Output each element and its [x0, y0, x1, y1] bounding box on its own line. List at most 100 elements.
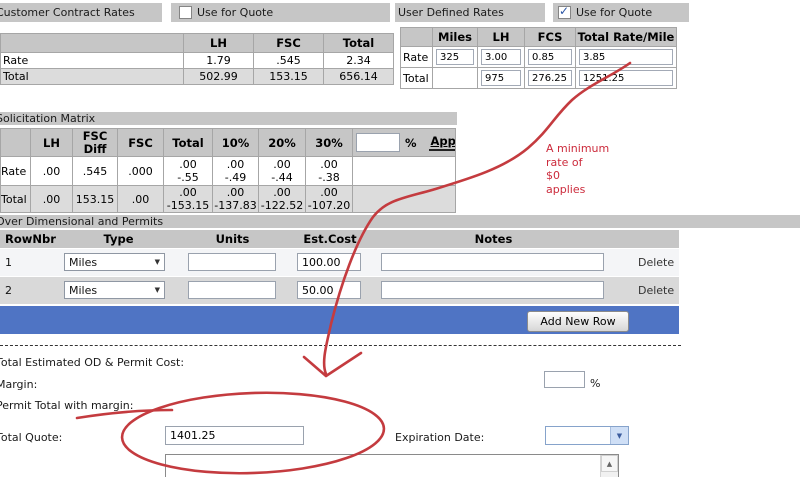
cust-total-total: 656.14: [323, 68, 394, 85]
od-row-number: 2: [5, 284, 12, 297]
row-label: Rate: [0, 156, 31, 186]
user-use-quote-bar: Use for Quote: [553, 3, 689, 22]
expiration-date-label: Expiration Date:: [395, 431, 485, 444]
total-quote-label: Total Quote:: [0, 431, 63, 444]
od-type-select[interactable]: Miles ▼: [64, 253, 165, 271]
col-fsc-diff: FSC Diff: [72, 128, 118, 157]
customer-rates-table: LH FSC Total Rate 1.79 .545 2.34 Total 5…: [0, 33, 394, 85]
row-label: Total: [0, 68, 184, 85]
customer-use-quote-bar: Use for Quote: [171, 3, 390, 22]
od-notes-input[interactable]: [381, 253, 604, 271]
expiration-date-select[interactable]: ▼: [545, 426, 629, 445]
matrix-rate-30: .00 -.38: [305, 156, 353, 186]
red-note-text: A minimum rate of $0 applies: [546, 142, 610, 196]
blank-header-cell: [0, 33, 184, 53]
col-estcost: Est.Cost: [303, 232, 357, 246]
od-delete-link[interactable]: Delete: [638, 284, 675, 297]
col-lh: LH: [477, 27, 525, 47]
user-rate-total-input[interactable]: [579, 49, 673, 65]
margin-input[interactable]: [544, 371, 585, 388]
col-30pct: 30%: [305, 128, 353, 157]
od-footer-bar: Add New Row: [0, 306, 679, 334]
scroll-up-button[interactable]: ▲: [601, 455, 618, 472]
empty-cell: [432, 67, 478, 89]
od-row-number: 1: [5, 256, 12, 269]
solicitation-matrix-table: LH FSC Diff FSC Total 10% 20% 30% % Appl…: [0, 128, 456, 213]
col-lh: LH: [30, 128, 73, 157]
total-quote-input[interactable]: [165, 426, 304, 445]
matrix-rate-lh: .00: [30, 156, 73, 186]
red-arrowhead: [302, 351, 363, 378]
col-fcs: FCS: [524, 27, 576, 47]
matrix-total-30: .00 -107.20: [305, 185, 353, 213]
blank-header-cell: [0, 128, 31, 157]
od-units-input[interactable]: [188, 281, 276, 299]
matrix-total-20: .00 -122.52: [258, 185, 306, 213]
matrix-total-lh: .00: [30, 185, 73, 213]
user-total-total-input[interactable]: [579, 70, 673, 86]
arrow-up-icon: ▲: [606, 459, 613, 468]
matrix-rate-total: .00 -.55: [163, 156, 213, 186]
od-permits-header: Over Dimensional and Permits: [0, 215, 800, 228]
od-cost-input[interactable]: [297, 253, 361, 271]
chevron-down-icon: ▼: [610, 427, 628, 444]
customer-rates-header: Customer Contract Rates: [0, 3, 162, 22]
matrix-percent-input[interactable]: [356, 133, 400, 152]
cust-total-fsc: 153.15: [253, 68, 324, 85]
add-new-row-button[interactable]: Add New Row: [527, 311, 629, 332]
user-rates-table: Miles LH FCS Total Rate/Mile Rate Total: [400, 27, 677, 89]
col-notes: Notes: [474, 232, 513, 246]
od-notes-input[interactable]: [381, 281, 604, 299]
blank-header-cell: [400, 27, 433, 47]
matrix-rate-20: .00 -.44: [258, 156, 306, 186]
od-type-select[interactable]: Miles ▼: [64, 281, 165, 299]
margin-percent-sign: %: [590, 377, 601, 390]
chevron-down-icon: ▼: [154, 286, 160, 294]
od-permits-title: Over Dimensional and Permits: [0, 215, 164, 228]
col-total: Total: [163, 128, 213, 157]
od-cost-label: Total Estimated OD & Permit Cost:: [0, 356, 185, 369]
user-use-quote-checkbox[interactable]: [558, 4, 571, 19]
customer-use-quote-checkbox[interactable]: [179, 6, 192, 19]
matrix-rate-fsc: .000: [117, 156, 164, 186]
col-type: Type: [103, 232, 134, 246]
cust-rate-fsc: .545: [253, 52, 324, 69]
od-units-input[interactable]: [188, 253, 276, 271]
user-rate-miles-input[interactable]: [436, 49, 474, 65]
col-rownbr: RowNbr: [5, 232, 56, 246]
solicitation-matrix-header: Solicitation Matrix: [0, 112, 457, 125]
cust-total-lh: 502.99: [183, 68, 254, 85]
col-lh: LH: [183, 33, 254, 53]
row-label: Rate: [400, 46, 433, 68]
apply-button[interactable]: Apply: [428, 134, 455, 151]
col-units: Units: [215, 232, 250, 246]
col-total: Total: [323, 33, 394, 53]
col-fsc: FSC: [117, 128, 164, 157]
matrix-total-fsc: .00: [117, 185, 164, 213]
cust-rate-lh: 1.79: [183, 52, 254, 69]
customer-use-quote-label: Use for Quote: [197, 6, 274, 19]
col-10pct: 10%: [212, 128, 259, 157]
od-cost-input[interactable]: [297, 281, 361, 299]
permit-total-label: Permit Total with margin:: [0, 399, 134, 412]
dashed-divider: [0, 345, 681, 346]
percent-sign: %: [405, 135, 417, 150]
user-rate-fcs-input[interactable]: [528, 49, 572, 65]
od-delete-link[interactable]: Delete: [638, 256, 675, 269]
solicitation-matrix-title: Solicitation Matrix: [0, 112, 96, 125]
matrix-total-total: .00 -153.15: [163, 185, 213, 213]
user-rate-lh-input[interactable]: [481, 49, 521, 65]
row-label: Total: [400, 67, 433, 89]
od-row-2: 2 Miles▼ Delete: [0, 277, 679, 304]
user-use-quote-label: Use for Quote: [576, 6, 653, 19]
user-total-fcs-input[interactable]: [528, 70, 572, 86]
matrix-total-10: .00 -137.83: [212, 185, 259, 213]
quote-notes-textarea[interactable]: ▲: [165, 454, 619, 477]
matrix-rate-10: .00 -.49: [212, 156, 259, 186]
user-total-lh-input[interactable]: [481, 70, 521, 86]
empty-cell: [352, 156, 456, 186]
col-miles: Miles: [432, 27, 478, 47]
vertical-scrollbar[interactable]: ▲: [600, 455, 618, 477]
margin-label: Margin:: [0, 378, 38, 391]
